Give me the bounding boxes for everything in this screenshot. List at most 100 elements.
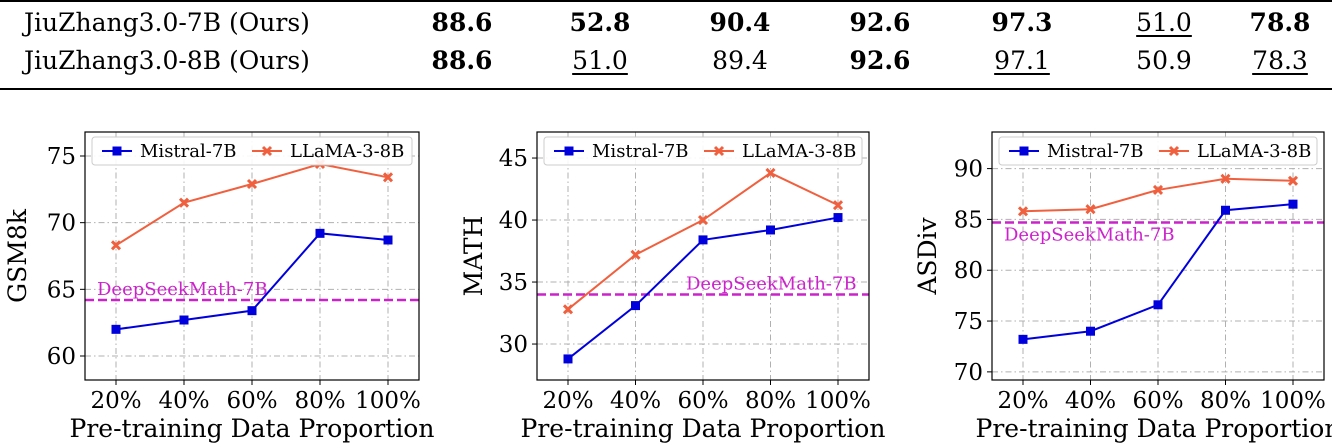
- data-point-x: [562, 304, 574, 315]
- x-tick-label: 80%: [1200, 388, 1251, 414]
- y-tick-label: 85: [954, 207, 983, 233]
- asdiv-chart: DeepSeekMath-7B 70 75 80 85 90 20% 40% 60% 80% 100…: [913, 131, 1332, 443]
- x-tick-label: 40%: [610, 388, 661, 414]
- data-point-x: [832, 200, 844, 211]
- legend-label: LLaMA-3-8B: [1197, 141, 1311, 162]
- data-point-x: [382, 172, 394, 183]
- x-tick-label: 100%: [805, 388, 871, 414]
- y-axis-label: ASDiv: [913, 216, 942, 295]
- x-tick-label: 80%: [294, 388, 345, 414]
- table-cell: 97.1: [994, 46, 1050, 75]
- data-point-square: [1018, 334, 1028, 344]
- table-cell: 92.6: [849, 8, 911, 37]
- table-cell: 89.4: [712, 46, 768, 75]
- math-chart: DeepSeekMath-7B 30 35 40 45 20% 40% 60% 80% 100%P…: [459, 131, 885, 443]
- legend-marker-square: [564, 146, 574, 156]
- baseline-label: DeepSeekMath-7B: [97, 279, 268, 300]
- table-cell: 50.9: [1136, 46, 1192, 75]
- x-tick-label: 40%: [158, 388, 209, 414]
- data-point-x: [765, 167, 776, 178]
- results-table: JiuZhang3.0-7B (Ours) 88.6 52.8 90.4 92.6 97.…: [0, 2, 1332, 90]
- data-point-square: [179, 315, 189, 325]
- legend-marker-x: [261, 145, 273, 157]
- data-point-square: [1288, 199, 1298, 209]
- x-tick-label: 20%: [542, 388, 593, 414]
- y-tick-label: 80: [954, 258, 983, 284]
- legend-marker-square: [112, 146, 122, 156]
- legend-label: Mistral-7B: [140, 141, 237, 162]
- table-cell: 51.0: [1136, 8, 1192, 37]
- x-tick-label: 40%: [1065, 388, 1116, 414]
- data-point-square: [833, 213, 843, 223]
- table-cell: 78.8: [1249, 8, 1311, 37]
- legend-label: Mistral-7B: [1047, 141, 1144, 162]
- x-tick-label: 100%: [355, 388, 421, 414]
- y-tick-label: 65: [47, 277, 76, 303]
- x-axis-label: Pre-training Data Proportion: [976, 414, 1332, 443]
- data-point-square: [315, 228, 325, 238]
- data-point-square: [563, 354, 573, 364]
- legend-label: Mistral-7B: [592, 141, 689, 162]
- data-point-x: [1287, 175, 1299, 186]
- data-point-square: [247, 306, 257, 316]
- x-tick-label: 60%: [677, 388, 728, 414]
- y-tick-label: 35: [499, 270, 528, 296]
- data-point-square: [766, 225, 775, 235]
- data-point-x: [1085, 204, 1096, 215]
- baseline-label: DeepSeekMath-7B: [1004, 224, 1175, 245]
- x-tick-label: 20%: [997, 388, 1048, 414]
- legend-marker-square: [1019, 146, 1029, 156]
- legend-box: [543, 136, 863, 166]
- x-tick-label: 60%: [226, 388, 277, 414]
- legend-label: LLaMA-3-8B: [742, 141, 856, 162]
- y-tick-label: 75: [954, 309, 983, 335]
- data-point-square: [1086, 326, 1095, 336]
- data-point-x: [1152, 184, 1164, 195]
- baseline-label: DeepSeekMath-7B: [686, 273, 857, 294]
- x-tick-label: 20%: [90, 388, 141, 414]
- table-cell: 90.4: [709, 8, 771, 37]
- data-point-square: [111, 324, 121, 334]
- data-point-x: [1017, 206, 1029, 217]
- y-axis-label: GSM8k: [3, 208, 32, 303]
- table-cell: 97.3: [991, 8, 1053, 37]
- y-tick-label: 30: [499, 332, 528, 358]
- data-point-x: [697, 214, 709, 226]
- y-tick-label: 45: [499, 146, 528, 172]
- y-tick-label: 60: [47, 344, 76, 370]
- x-tick-label: 60%: [1132, 388, 1183, 414]
- y-tick-label: 70: [954, 360, 983, 386]
- data-point-square: [631, 301, 640, 311]
- y-tick-label: 90: [954, 157, 983, 183]
- legend-marker-x: [1168, 145, 1180, 157]
- data-point-x: [110, 240, 122, 251]
- y-tick-label: 40: [499, 208, 528, 234]
- data-point-square: [1153, 300, 1163, 310]
- legend-label: LLaMA-3-8B: [290, 141, 404, 162]
- data-point-x: [246, 178, 258, 190]
- x-axis-label: Pre-training Data Proportion: [521, 414, 886, 443]
- gsm8k-chart: DeepSeekMath-7B 60 65 70 75 20% 40% 60% 80% 100%P…: [3, 131, 434, 443]
- data-point-x: [630, 249, 641, 260]
- y-axis-label: MATH: [459, 216, 488, 297]
- legend-marker-x: [713, 145, 725, 157]
- table-bottom-rule: [0, 88, 1332, 90]
- data-point-square: [698, 235, 708, 245]
- x-tick-label: 100%: [1260, 388, 1326, 414]
- data-point-x: [178, 197, 190, 208]
- x-axis-label: Pre-training Data Proportion: [70, 414, 435, 443]
- y-tick-label: 75: [47, 144, 76, 170]
- data-point-square: [1221, 205, 1230, 215]
- table-cell: 92.6: [849, 46, 911, 75]
- table-cell: 88.6: [431, 46, 493, 75]
- data-point-x: [1220, 173, 1231, 184]
- x-tick-label: 80%: [745, 388, 796, 414]
- table-model-name: JiuZhang3.0-8B (Ours): [24, 46, 310, 75]
- table-top-rule: [0, 0, 1332, 2]
- table-model-name: JiuZhang3.0-7B (Ours): [24, 8, 310, 37]
- table-cell: 88.6: [431, 8, 493, 37]
- table-cell: 51.0: [572, 46, 628, 75]
- table-cell: 52.8: [569, 8, 631, 37]
- data-point-square: [383, 235, 393, 245]
- table-cell: 78.3: [1252, 46, 1308, 75]
